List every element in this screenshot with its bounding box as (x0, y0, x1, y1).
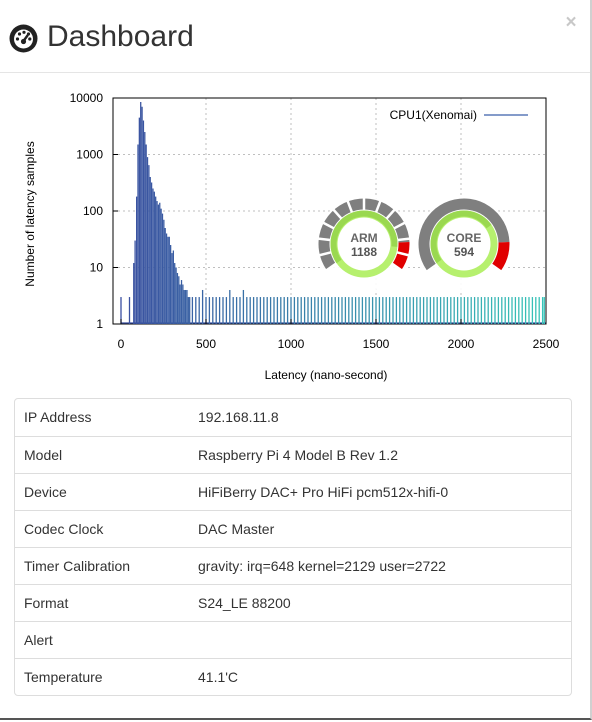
info-value: gravity: irq=648 kernel=2129 user=2722 (198, 558, 446, 574)
info-label: Temperature (24, 669, 103, 685)
gauge-value: 594 (454, 245, 474, 259)
gauge-value: 1188 (351, 245, 377, 259)
x-tick-label: 1000 (278, 337, 305, 351)
info-value: 41.1'C (198, 669, 239, 685)
x-tick-label: 2000 (448, 337, 475, 351)
gauge-segment-gap (319, 251, 332, 257)
gauge-segment-gap (325, 262, 337, 272)
info-row-codec-clock: Codec Clock DAC Master (15, 510, 571, 547)
info-label: IP Address (24, 409, 92, 425)
info-label: Format (24, 595, 69, 611)
gauge-segment-gap (322, 221, 335, 230)
y-tick-label: 1 (96, 317, 103, 331)
gauge-redzone (392, 242, 410, 271)
gauge-label: CORE (447, 231, 482, 245)
page-title: Dashboard (47, 20, 194, 53)
info-row-timer-calibration: Timer Calibration gravity: irq=648 kernel… (15, 547, 571, 584)
x-axis-label: Latency (nano-second) (265, 368, 388, 382)
y-tick-label: 10 (90, 261, 104, 275)
gauge-label: ARM (350, 231, 377, 245)
gauge-track (318, 198, 410, 271)
info-row-alert: Alert (15, 621, 571, 658)
info-row-ip-address: IP Address 192.168.11.8 (15, 399, 571, 436)
chart-bars (120, 101, 546, 324)
info-value: Raspberry Pi 4 Model B Rev 1.2 (198, 447, 398, 463)
info-value: HiFiBerry DAC+ Pro HiFi pcm512x-hifi-0 (198, 484, 449, 500)
chart-axes: 0 500 1000 1500 2000 2500 1 10 100 1000 10000 (70, 91, 560, 351)
x-tick-label: 1500 (363, 337, 390, 351)
device-info-table: IP Address 192.168.11.8 Model Raspberry Pi … (14, 398, 572, 696)
gauge-center (337, 217, 391, 271)
dashboard-icon (9, 24, 38, 53)
info-label: Device (24, 484, 67, 500)
gauge-level (330, 210, 398, 264)
y-tick-label: 100 (83, 204, 103, 218)
gauge-segment-gap (374, 200, 382, 213)
y-axis-label: Number of latency samples (23, 141, 37, 286)
gauge-segment-gap (396, 251, 409, 257)
close-icon[interactable]: × (565, 12, 577, 33)
modal-header: Dashboard × (0, 0, 590, 73)
gauge-segment-gap (332, 208, 343, 220)
x-tick-label: 2500 (533, 337, 560, 351)
gauge-track (418, 198, 510, 271)
gauge-level (430, 210, 492, 264)
info-label: Model (24, 447, 63, 463)
x-tick-label: 0 (118, 337, 125, 351)
info-value: DAC Master (198, 521, 275, 537)
gauge-center (437, 217, 491, 271)
legend-label: CPU1(Xenomai) (390, 108, 477, 122)
info-value: S24_LE 88200 (198, 595, 291, 611)
info-label: Codec Clock (24, 521, 104, 537)
latency-chart: 0 500 1000 1500 2000 2500 1 10 100 1000 10000 Late… (23, 91, 560, 382)
info-label: Alert (24, 632, 53, 648)
info-row-temperature: Temperature 41.1'C (15, 658, 571, 695)
info-row-format: Format S24_LE 88200 (15, 584, 571, 621)
info-label: Timer Calibration (24, 558, 131, 574)
gauge-segment-gap (391, 262, 403, 272)
gauge-segment-gap (318, 237, 331, 242)
gauge-segment-gap (385, 208, 396, 220)
info-row-model: Model Raspberry Pi 4 Model B Rev 1.2 (15, 436, 571, 473)
y-tick-label: 1000 (76, 148, 103, 162)
gauge-segment-gap (397, 237, 410, 242)
x-tick-label: 500 (196, 337, 216, 351)
gauge-redzone (492, 242, 510, 271)
y-tick-label: 10000 (70, 91, 104, 105)
info-value: 192.168.11.8 (198, 409, 279, 425)
gauge-segment-gap (346, 200, 354, 213)
gauge-segment-gap (393, 221, 406, 230)
info-row-device: Device HiFiBerry DAC+ Pro HiFi pcm512x-hi… (15, 473, 571, 510)
